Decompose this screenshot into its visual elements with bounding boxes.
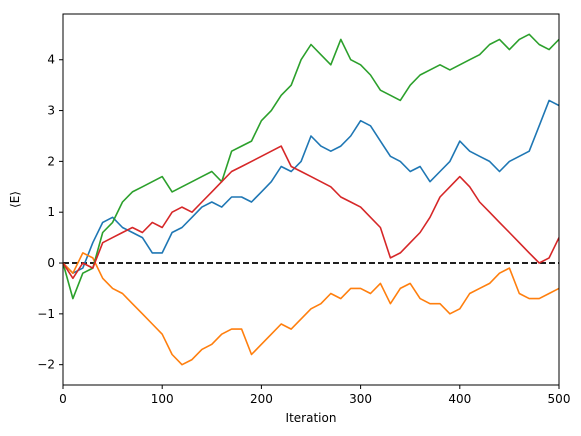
x-tick-label: 200 xyxy=(250,392,273,406)
axes: 0 100 200 300 400 500 −2 −1 0 1 2 3 4 xyxy=(37,13,571,406)
y-tick-label: 1 xyxy=(47,205,55,219)
x-tick-label: 500 xyxy=(548,392,571,406)
y-tick-label: 2 xyxy=(47,154,55,168)
y-tick-label: −1 xyxy=(37,307,55,321)
series-line-4 xyxy=(63,145,559,280)
series-line-1 xyxy=(63,99,559,275)
x-tick-label: 300 xyxy=(349,392,372,406)
y-axis-label: ⟨E⟩ xyxy=(8,191,22,208)
x-axis-label: Iteration xyxy=(286,411,337,425)
series-line-3 xyxy=(63,33,559,300)
plot-area xyxy=(63,33,559,366)
y-tick-label: 3 xyxy=(47,104,55,118)
y-tick-label: 4 xyxy=(47,53,55,67)
series-line-2 xyxy=(63,252,559,366)
y-tick-label: −2 xyxy=(37,358,55,372)
x-tick-label: 100 xyxy=(151,392,174,406)
plot-frame xyxy=(62,13,560,386)
y-tick-label: 0 xyxy=(47,256,55,270)
x-tick-label: 0 xyxy=(59,392,67,406)
x-tick-label: 400 xyxy=(448,392,471,406)
